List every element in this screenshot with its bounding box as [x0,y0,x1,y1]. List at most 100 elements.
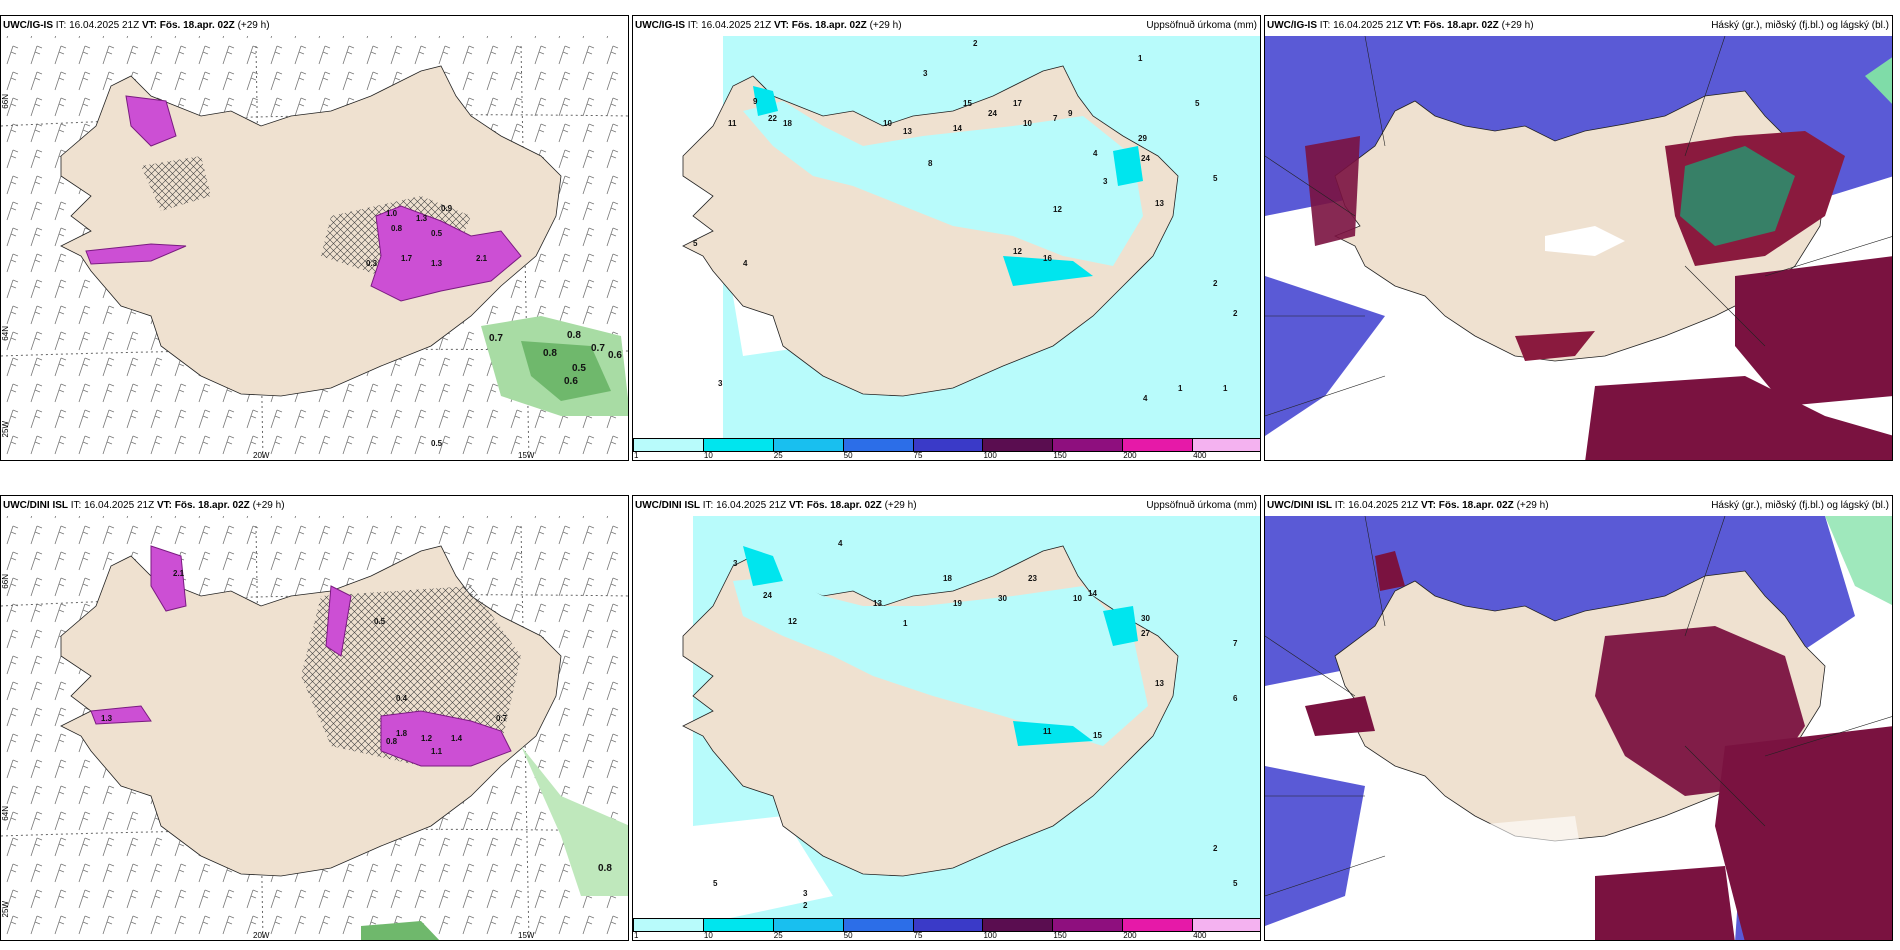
map-value: 2 [1213,279,1218,288]
map-value: 0.8 [386,737,398,746]
lead-time: (+29 h) [1516,500,1549,511]
colorbar-swatch [1122,919,1193,931]
precip-high-nw [753,86,778,116]
map-value: 9 [753,97,758,106]
map-value: 4 [838,539,843,548]
map-value: 1.2 [421,734,433,743]
precip-high-east [1103,606,1138,646]
panel-clouds-dini: UWC/DINI ISL IT: 16.04.2025 21Z VT: Fös.… [1264,495,1893,941]
map-value: 12 [1013,247,1022,256]
map-value: 13 [903,127,912,136]
map-value: 17 [1013,99,1022,108]
map-clouds [1265,35,1892,460]
map-value: 5 [713,879,718,888]
precip-high-nw [743,546,783,586]
high-cloud-ne [1865,57,1892,104]
map-value: 1.1 [431,747,443,756]
map-value: 13 [873,599,882,608]
map-precip-type: 0.7 0.8 0.8 0.7 0.6 0.5 0.6 0.8 1.0 1.3 … [1,36,628,460]
colorbar-label: 75 [913,931,923,940]
map-value: 5 [1195,99,1200,108]
colorbar-swatch [702,919,773,931]
lat-label-66: 66N [1,94,10,109]
colorbar-swatch [633,919,703,931]
lon-label-15: 15W [518,931,535,940]
valid-label: VT: [156,500,172,511]
lon-label-25: 25W [1,421,10,438]
graticule [1,114,628,357]
precip-over-land [743,101,1143,266]
map-value: 2 [1233,309,1238,318]
map-value: 3 [733,559,738,568]
map-value: 0.8 [567,330,581,341]
map-accum-precip: 4 3 24 13 18 19 30 23 10 14 30 27 11 13 … [633,516,1260,938]
precip-green [521,746,628,896]
panel-precip-type-dini: UWC/DINI ISL IT: 16.04.2025 21Z VT: Fös.… [0,495,629,941]
valid-time: Fös. 18.apr. 02Z [806,500,882,511]
map-value: 1.4 [451,734,463,743]
map-value: 7 [1053,114,1058,123]
precip-purple-w [85,243,187,265]
map-value: 2 [973,39,978,48]
panel-title: UWC/IG-IS IT: 16.04.2025 21Z VT: Fös. 18… [633,16,1260,36]
map-value: 1.3 [416,214,428,223]
mid-cloud-nw [1375,551,1405,591]
map-value: 18 [943,574,952,583]
map-value: 0.8 [598,863,612,874]
map-value: 14 [1088,589,1097,598]
map-value: 1 [1178,384,1183,393]
map-value: 24 [988,109,997,118]
colorbar-label: 100 [983,451,997,460]
map-value: 7 [1233,639,1238,648]
map-value: 19 [953,599,962,608]
model-name: UWC/DINI ISL [1267,500,1332,511]
precip-high-east [1113,146,1143,186]
valid-label: VT: [773,20,789,31]
field-title: Háský (gr.), miðský (fj.bl.) og lágský (… [1711,496,1889,516]
lat-label-64: 64N [1,806,10,821]
colorbar-swatch [1052,439,1123,451]
map-value: 8 [928,159,933,168]
mid-cloud-south [1585,376,1892,460]
model-name: UWC/IG-IS [1267,20,1317,31]
lon-label-15: 15W [518,451,535,460]
colorbar-label: 400 [1193,931,1207,940]
colorbar-label: 25 [773,931,783,940]
map-value: 4 [1093,149,1098,158]
lon-label-25: 25W [1,901,10,918]
model-name: UWC/IG-IS [635,20,685,31]
valid-time: Fös. 18.apr. 02Z [1438,500,1514,511]
colorbar: 1 10 25 50 75 100 150 200 400 [633,438,1260,460]
map-value: 3 [1103,177,1108,186]
init-time: IT: 16.04.2025 21Z [702,500,787,511]
colorbar-swatches [633,438,1260,452]
map-value: 3 [803,889,808,898]
lat-label-64: 64N [1,326,10,341]
mid-cloud-west [1305,696,1375,736]
graticule [1,594,628,837]
map-value: 0.8 [543,348,557,359]
colorbar-labels: 1 10 25 50 75 100 150 200 400 [633,931,1260,940]
no-precip-sw [693,816,833,926]
field-title: Uppsöfnuð úrkoma (mm) [1146,496,1257,516]
map-value: 5 [1233,879,1238,888]
map-value: 3 [718,379,723,388]
map-value: 30 [998,594,1007,603]
lead-time: (+29 h) [237,20,270,31]
iceland-land [60,65,562,397]
map-value: 2 [1213,844,1218,853]
map-value: 6 [1233,694,1238,703]
precip-purple [370,205,522,302]
panel-clouds-ig: UWC/IG-IS IT: 16.04.2025 21Z VT: Fös. 18… [1264,15,1893,461]
lead-time: (+29 h) [869,20,902,31]
colorbar-swatch [633,439,703,451]
init-time: IT: 16.04.2025 21Z [1319,20,1404,31]
init-time: IT: 16.04.2025 21Z [55,20,140,31]
map-value: 23 [1028,574,1037,583]
precip-high-se [1003,256,1093,286]
colorbar-label: 1 [634,451,639,460]
colorbar-swatch [1192,439,1260,451]
valid-label: VT: [141,20,157,31]
colorbar-label: 150 [1053,451,1067,460]
map-value: 2 [803,901,808,910]
